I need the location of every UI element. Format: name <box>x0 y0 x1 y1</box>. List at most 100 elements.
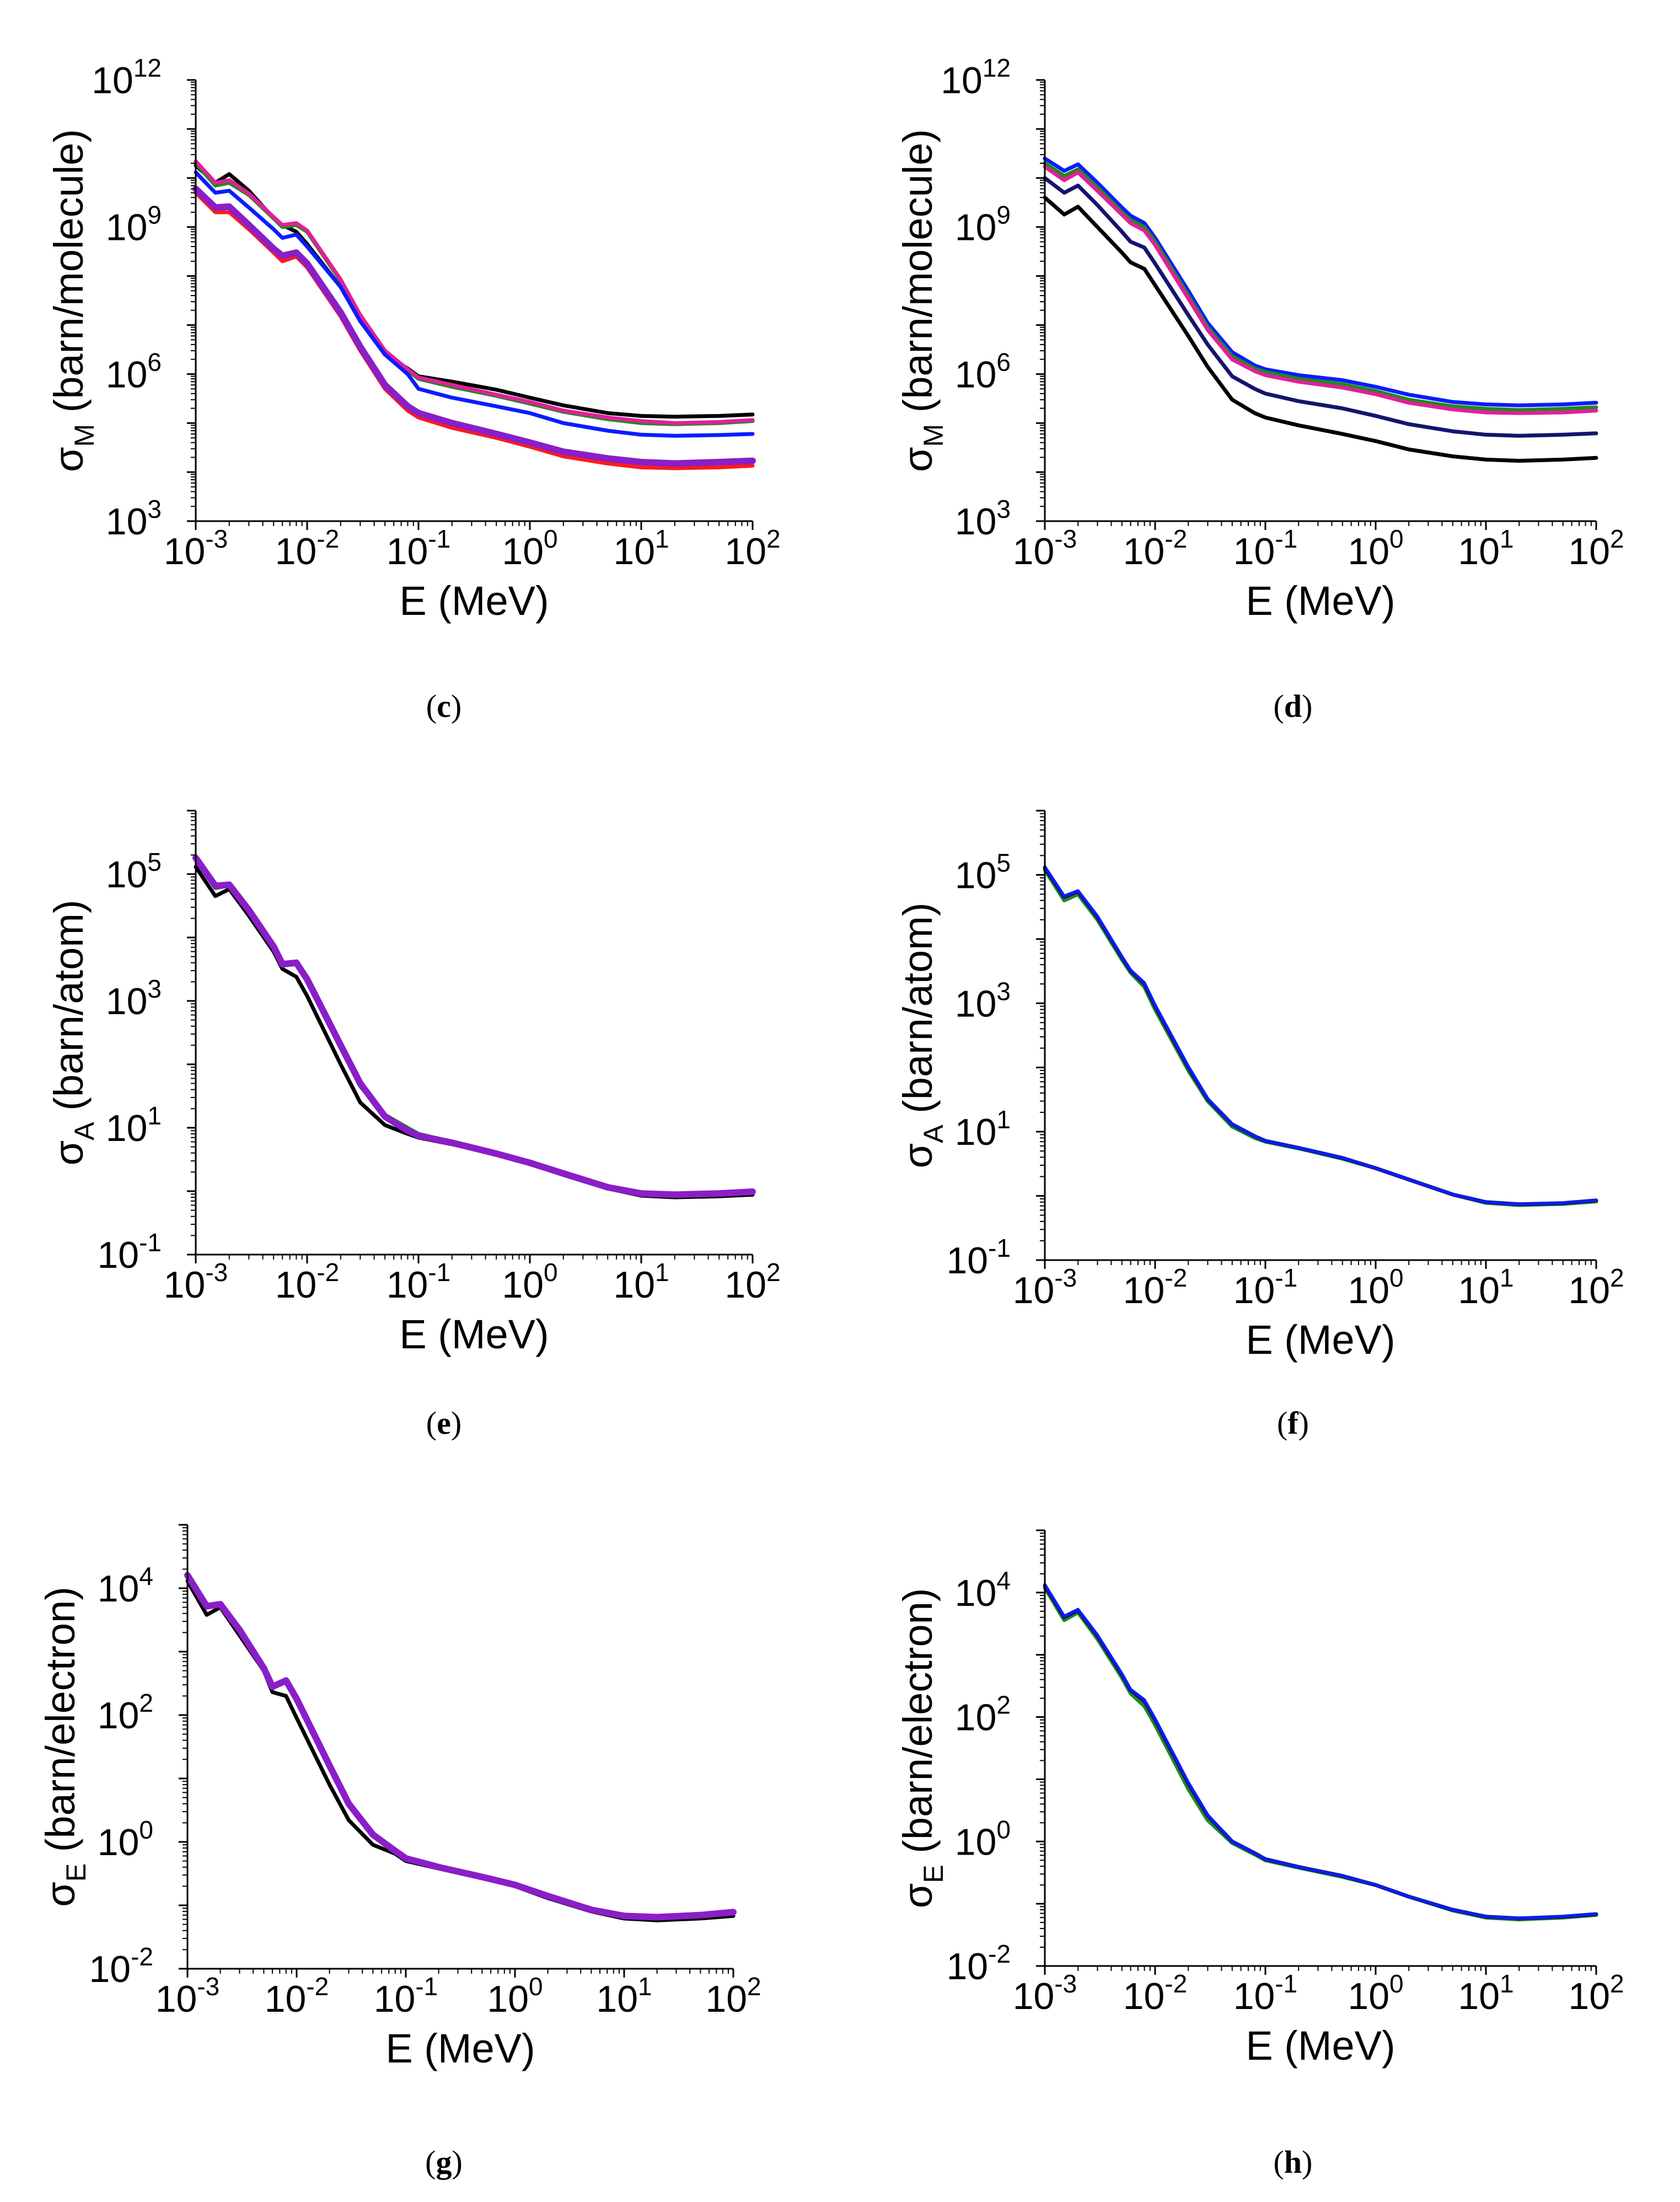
series-lines <box>192 159 756 470</box>
x-tick-label: 10-2 <box>1123 1263 1188 1311</box>
series-lines <box>1043 156 1598 463</box>
axes: 10-3 10-2 10-1 100 101 102 103 106 109 1012 <box>92 53 780 572</box>
y-axis-title: σA (barn/atom) <box>895 902 949 1168</box>
x-axis-title: E (MeV) <box>399 578 549 624</box>
y-tick-label: 109 <box>955 201 1011 249</box>
x-tick-label: 101 <box>613 524 669 572</box>
y-axis-title: σA (barn/atom) <box>46 899 100 1165</box>
y-axis-title: σE (barn/electron) <box>895 1588 949 1909</box>
x-axis-title: E (MeV) <box>1246 2023 1395 2069</box>
panel-caption: (h) <box>1274 2144 1313 2180</box>
x-tick-label: 10-1 <box>374 1972 438 2020</box>
x-tick-label: 100 <box>1348 524 1403 572</box>
x-tick-label: 10-2 <box>275 524 340 572</box>
y-tick-label: 1012 <box>941 53 1011 101</box>
series-line-blue <box>1043 865 1598 1206</box>
panel-caption: (f) <box>1277 1405 1309 1441</box>
panel-caption: (g) <box>425 2144 463 2180</box>
y-tick-label: 102 <box>98 1689 153 1737</box>
axes: 10-3 10-2 10-1 100 101 102 103 106 109 1012 <box>941 53 1624 572</box>
y-tick-label: 103 <box>955 977 1011 1025</box>
x-tick-label: 101 <box>1458 524 1513 572</box>
panel-caption: (d) <box>1274 688 1313 724</box>
y-tick-label: 100 <box>955 1815 1011 1863</box>
series-line-magenta <box>1043 164 1598 415</box>
y-tick-label: 106 <box>955 347 1011 395</box>
x-tick-label: 10-1 <box>1233 1263 1298 1311</box>
y-tick-label: 103 <box>106 495 162 543</box>
y-tick-label: 100 <box>98 1815 153 1863</box>
x-tick-label: 10-1 <box>1233 1969 1298 2017</box>
y-tick-label: 10-2 <box>946 1940 1011 1987</box>
y-tick-label: 101 <box>955 1105 1011 1153</box>
y-tick-label: 10-1 <box>946 1234 1011 1282</box>
x-tick-label: 102 <box>724 1258 780 1306</box>
axes: 10-3 10-2 10-1 100 101 102 10-1 101 103 105 <box>97 810 781 1306</box>
y-tick-label: 101 <box>106 1101 162 1149</box>
x-tick-label: 10-3 <box>1013 1969 1077 2017</box>
x-tick-label: 101 <box>596 1972 652 2020</box>
x-tick-label: 10-2 <box>1123 1969 1188 2017</box>
y-axis-title: σE (barn/electron) <box>37 1587 92 1907</box>
x-tick-label: 102 <box>1568 1263 1624 1311</box>
x-tick-label: 10-3 <box>1013 524 1077 572</box>
x-tick-label: 10-3 <box>155 1972 220 2020</box>
y-tick-label: 106 <box>106 347 162 395</box>
x-axis-title: E (MeV) <box>385 2026 535 2071</box>
x-tick-label: 100 <box>487 1972 543 2020</box>
series-line-green <box>1043 161 1598 412</box>
chart-panel-e: 10-3 10-2 10-1 100 101 102 10-1 101 103 105 E (MeV… <box>46 810 781 1441</box>
y-axis-title: σM (barn/molecule) <box>895 129 949 472</box>
x-tick-label: 100 <box>502 524 557 572</box>
chart-panel-d: 10-3 10-2 10-1 100 101 102 103 106 109 1012 E (MeV… <box>895 53 1624 724</box>
x-tick-label: 10-3 <box>164 1258 228 1306</box>
series-line-navy <box>1043 1583 1598 1921</box>
y-tick-label: 109 <box>106 201 162 249</box>
axes: 10-3 10-2 10-1 100 101 102 10-1 101 103 105 <box>946 810 1624 1311</box>
x-tick-label: 10-3 <box>164 524 228 572</box>
series-line-navy <box>1043 176 1598 438</box>
y-tick-label: 102 <box>955 1691 1011 1739</box>
x-tick-label: 102 <box>1568 1969 1624 2017</box>
x-axis-title: E (MeV) <box>399 1311 549 1357</box>
x-tick-label: 10-3 <box>1013 1263 1077 1311</box>
y-tick-label: 103 <box>955 495 1011 543</box>
series-line-black <box>1043 195 1598 463</box>
y-axis-title: σM (barn/molecule) <box>46 129 100 472</box>
series-line-black <box>194 163 755 419</box>
series-line-blue <box>1043 156 1598 408</box>
series-lines <box>192 854 756 1199</box>
x-tick-label: 10-2 <box>275 1258 340 1306</box>
chart-panel-f: 10-3 10-2 10-1 100 101 102 10-1 101 103 105 E (MeV… <box>895 810 1624 1441</box>
y-tick-label: 10-1 <box>97 1228 162 1276</box>
x-axis-title: E (MeV) <box>1246 1317 1395 1363</box>
y-tick-label: 1012 <box>92 53 162 101</box>
series-line-blue <box>194 170 755 438</box>
panel-caption: (e) <box>426 1405 461 1441</box>
x-tick-label: 10-1 <box>387 1258 451 1306</box>
chart-panel-c: 10-3 10-2 10-1 100 101 102 103 106 109 1012 E (MeV… <box>46 53 781 724</box>
x-axis-title: E (MeV) <box>1246 578 1395 624</box>
y-tick-label: 104 <box>955 1566 1011 1614</box>
panel-caption: (c) <box>426 688 461 724</box>
x-tick-label: 10-2 <box>1123 524 1188 572</box>
x-tick-label: 101 <box>1458 1969 1513 2017</box>
x-tick-label: 102 <box>705 1972 761 2020</box>
series-lines <box>1043 865 1598 1207</box>
series-line-magenta <box>194 159 755 425</box>
x-tick-label: 100 <box>1348 1263 1403 1311</box>
x-tick-label: 101 <box>1458 1263 1513 1311</box>
series-lines <box>184 1572 737 1922</box>
x-tick-label: 102 <box>1568 524 1624 572</box>
x-tick-label: 100 <box>502 1258 557 1306</box>
x-tick-label: 10-2 <box>265 1972 329 2020</box>
series-line-purple <box>192 854 756 1198</box>
y-tick-label: 105 <box>955 848 1011 896</box>
x-tick-label: 102 <box>724 524 780 572</box>
x-tick-label: 10-1 <box>1233 524 1298 572</box>
